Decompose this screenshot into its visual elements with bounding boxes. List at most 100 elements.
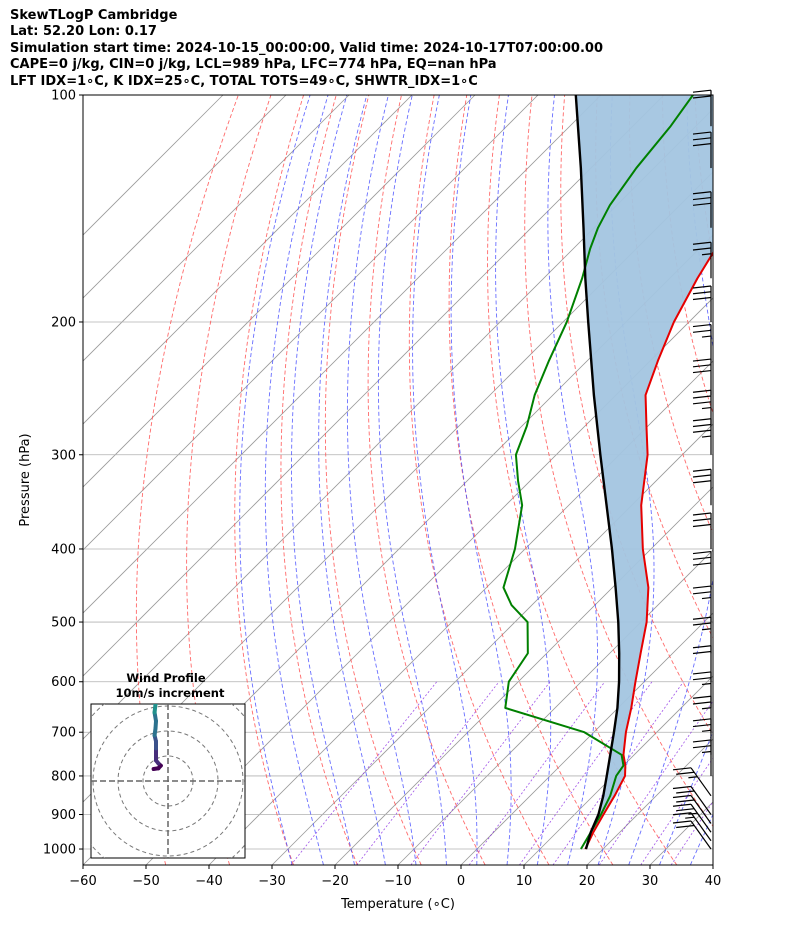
isotherm [83, 95, 665, 677]
barb-half-flag [701, 750, 712, 754]
barb-flag [692, 512, 712, 516]
isotherm [83, 95, 224, 236]
barb-staff [690, 767, 712, 797]
barb-flag [692, 89, 712, 93]
dry-adiabat [448, 95, 614, 865]
cape-area [575, 95, 713, 850]
barb-flag [692, 369, 712, 374]
moist-adiabat [239, 95, 311, 865]
mixing-ratio-line [519, 681, 653, 865]
isotherm [83, 95, 287, 299]
barb-flag [672, 812, 692, 816]
isotherm [334, 486, 713, 865]
barb-staff [690, 803, 712, 833]
barb-staff [690, 820, 712, 850]
y-tick-label: 600 [51, 675, 76, 690]
station-title: SkewTLogP Cambridge [10, 8, 178, 23]
wind-barb [692, 358, 712, 396]
isotherm [460, 612, 713, 865]
moist-adiabat [450, 95, 512, 865]
barb-flag [692, 323, 712, 328]
barb-half-flag [701, 707, 712, 710]
moist-adiabat [318, 95, 386, 865]
barb-flag [676, 808, 695, 812]
y-tick-label: 100 [51, 89, 76, 104]
barb-flag [672, 794, 692, 799]
isotherm [83, 95, 476, 488]
wind-barb [692, 285, 712, 322]
barb-flag [692, 695, 712, 699]
station-location: Lat: 52.20 Lon: 0.17 [10, 24, 157, 40]
isotherm [523, 675, 713, 865]
mixing-ratio-line [290, 681, 438, 865]
barb-flag [692, 650, 712, 655]
barb-flag [692, 191, 712, 195]
barb-flag [692, 718, 712, 722]
barb-flag [692, 562, 712, 566]
hodograph-subtitle: 10m/s increment [116, 686, 225, 700]
x-tick-label: 20 [579, 874, 596, 889]
y-tick-label: 300 [51, 448, 76, 463]
barb-flag [692, 418, 712, 422]
mixing-ratio-line [670, 801, 713, 865]
stability-indices-2: LFT IDX=1∘C, K IDX=25∘C, TOTAL TOTS=49∘C… [10, 73, 478, 89]
wind-barb [692, 739, 712, 776]
barb-flag [692, 247, 712, 251]
moist-adiabat [264, 95, 329, 865]
wind-barb [692, 585, 712, 623]
barb-flag [692, 95, 712, 99]
barb-flag [692, 401, 712, 405]
parcel-profile [574, 95, 621, 850]
stability-indices-1: CAPE=0 j/kg, CIN=0 j/kg, LCL=989 hPa, LF… [10, 57, 497, 73]
barb-flag [676, 799, 695, 803]
barb-flag [692, 241, 712, 245]
wind-barb [692, 550, 712, 588]
y-tick-label: 400 [51, 542, 76, 557]
barb-flag [692, 468, 712, 472]
moist-adiabat [495, 95, 552, 865]
hodograph-segment [177, 663, 178, 667]
barb-half-flag [688, 776, 698, 779]
wind-barb [692, 718, 712, 755]
y-tick-label: 500 [51, 616, 76, 631]
barb-half-flag [688, 812, 698, 815]
barb-flag [692, 142, 712, 147]
barb-flag [692, 395, 712, 399]
barb-flag [692, 550, 712, 555]
wind-barb [672, 812, 712, 842]
isotherm [83, 95, 350, 362]
moist-adiabat [346, 95, 417, 865]
barb-flag [692, 701, 712, 705]
isotherm [208, 360, 713, 865]
moist-adiabat [753, 95, 794, 865]
axis-ticks: −60 −50 −40 −30 −20 −10 0 10 20 30 40 1000 900 800 700… [43, 89, 721, 890]
wind-barb [692, 389, 712, 427]
profile-lines [502, 95, 713, 850]
barb-half-flag [701, 729, 712, 732]
barb-staff [690, 786, 712, 815]
barb-flag [692, 622, 712, 626]
wind-barb [672, 803, 712, 833]
dry-adiabat [629, 95, 713, 534]
moist-adiabat [377, 95, 447, 865]
isotherm [83, 95, 539, 551]
barb-half-flag [701, 682, 712, 686]
isotherm [83, 95, 602, 614]
barb-flag [692, 677, 712, 681]
wind-barb [692, 512, 712, 549]
moist-adiabat [291, 95, 355, 865]
wind-barbs [672, 89, 712, 850]
x-tick-label: 30 [642, 874, 659, 889]
wind-barb [692, 468, 712, 506]
x-tick-label: 40 [705, 874, 722, 889]
barb-flag [692, 291, 712, 295]
barb-flag [692, 591, 712, 595]
barb-flag [692, 423, 712, 428]
barb-half-flag [701, 596, 712, 600]
wind-barb [692, 418, 712, 455]
barb-flag [692, 645, 712, 649]
barb-flag [672, 767, 692, 771]
barb-flag [692, 429, 712, 433]
hodograph-title: Wind Profile [126, 671, 206, 685]
